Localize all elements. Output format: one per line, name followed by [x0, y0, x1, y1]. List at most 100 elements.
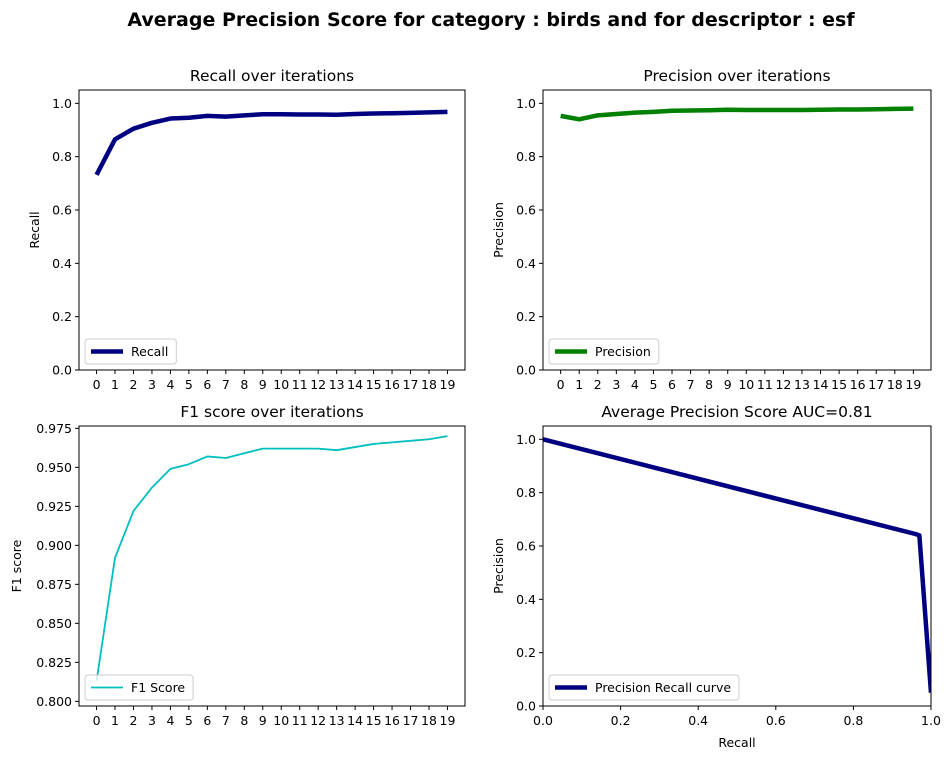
x-tick-label: 15: [831, 377, 847, 392]
panel-precision: 0 1 2 3 4 5 6 7 8 9 10 11 12 13 14 15 16 17 18 190.00.20.40…: [491, 67, 932, 392]
x-tick-label: 4: [631, 377, 639, 392]
legend-f1: F1 Score: [84, 674, 194, 701]
y-tick-label: 0.825: [36, 655, 72, 670]
y-tick-label: 0.875: [36, 577, 72, 592]
y-axis-label-precision: Precision: [491, 202, 506, 258]
x-axis-label-pr: Recall: [718, 735, 755, 750]
y-tick-label: 0.0: [516, 699, 536, 714]
series-line-pr: [543, 437, 931, 693]
x-tick-label: 18: [421, 377, 437, 392]
x-tick-label: 16: [850, 377, 866, 392]
legend-box: [548, 338, 660, 365]
x-tick-label: 0.0: [533, 713, 553, 728]
series-line-precision: [560, 106, 914, 122]
x-tick-label: 15: [366, 713, 382, 728]
legend-label: Recall: [131, 344, 168, 359]
x-tick-label: 14: [813, 377, 829, 392]
x-tick-label: 9: [724, 377, 732, 392]
x-tick-label: 3: [148, 377, 156, 392]
panel-recall: 0 1 2 3 4 5 6 7 8 9 10 11 12 13 14 15 16 17 18 190.00.20.40…: [27, 67, 466, 392]
y-axis-label-f1: F1 score: [9, 539, 24, 592]
x-tick-label: 17: [403, 713, 419, 728]
x-tick-label: 5: [649, 377, 657, 392]
panel-f1: 0 1 2 3 4 5 6 7 8 9 10 11 12 13 14 15 16 17 18 190.8000.825…: [9, 403, 466, 728]
y-tick-label: 1.0: [52, 96, 72, 111]
axes-frame-precision: [542, 89, 932, 371]
x-tick-label: 4: [166, 713, 174, 728]
x-tick-label: 13: [329, 713, 345, 728]
series-line-f1: [95, 435, 448, 682]
y-tick-label: 0.8: [516, 149, 536, 164]
x-tick-label: 15: [366, 377, 382, 392]
y-tick-label: 0.850: [36, 616, 72, 631]
legend-label: Precision: [595, 344, 651, 359]
legend-box: [84, 338, 177, 365]
x-tick-label: 17: [868, 377, 884, 392]
figure-suptitle: Average Precision Score for category : b…: [127, 9, 855, 31]
legend-pr: Precision Recall curve: [548, 674, 740, 701]
x-tick-label: 0.6: [766, 713, 786, 728]
y-tick-label: 0.4: [52, 256, 72, 271]
x-tick-label: 0.2: [611, 713, 631, 728]
x-tick-label: 9: [259, 377, 267, 392]
x-tick-label: 1: [575, 377, 583, 392]
y-tick-label: 0.4: [516, 592, 536, 607]
legend-recall: Recall: [84, 338, 177, 365]
x-tick-label: 3: [148, 713, 156, 728]
y-tick-label: 0.800: [36, 694, 72, 709]
legend-box: [84, 674, 194, 701]
y-tick-label: 0.4: [516, 256, 536, 271]
x-tick-label: 1: [111, 713, 119, 728]
x-tick-label: 8: [240, 713, 248, 728]
x-tick-label: 5: [185, 713, 193, 728]
axes-frame-f1: [78, 425, 466, 707]
x-tick-label: 6: [203, 713, 211, 728]
x-tick-label: 0: [93, 713, 101, 728]
x-tick-label: 11: [292, 713, 308, 728]
y-tick-label: 0.925: [36, 499, 72, 514]
x-tick-label: 16: [384, 713, 400, 728]
x-tick-label: 5: [185, 377, 193, 392]
y-tick-label: 0.2: [52, 309, 72, 324]
x-tick-label: 0.8: [843, 713, 863, 728]
x-tick-label: 19: [905, 377, 921, 392]
y-tick-label: 0.6: [52, 203, 72, 218]
panel-title-recall: Recall over iterations: [190, 67, 354, 85]
y-tick-label: 0.6: [516, 203, 536, 218]
x-tick-label: 0: [557, 377, 565, 392]
x-tick-label: 10: [273, 713, 289, 728]
x-tick-label: 10: [738, 377, 754, 392]
x-tick-label: 10: [273, 377, 289, 392]
x-tick-label: 1: [111, 377, 119, 392]
x-tick-label: 13: [794, 377, 810, 392]
x-tick-label: 4: [166, 377, 174, 392]
x-tick-label: 0.4: [688, 713, 708, 728]
x-tick-label: 8: [705, 377, 713, 392]
panel-title-precision: Precision over iterations: [643, 67, 830, 85]
panel-pr: 0.0 0.2 0.4 0.6 0.8 1.0 0.0 0.2 0.4 0.6 0.8 1.0 Aver…: [491, 403, 941, 750]
x-tick-label: 11: [292, 377, 308, 392]
x-tick-label: 12: [775, 377, 791, 392]
y-tick-label: 0.0: [52, 363, 72, 378]
legend-precision: Precision: [548, 338, 660, 365]
series-line-recall: [94, 109, 448, 176]
axes-frame-recall: [78, 89, 466, 371]
y-tick-label: 0.950: [36, 460, 72, 475]
y-tick-label: 0.0: [516, 363, 536, 378]
x-tick-label: 2: [594, 377, 602, 392]
y-tick-label: 0.6: [516, 539, 536, 554]
y-tick-label: 1.0: [516, 432, 536, 447]
x-tick-label: 19: [440, 713, 456, 728]
x-tick-label: 0: [93, 377, 101, 392]
y-tick-label: 0.8: [516, 485, 536, 500]
x-tick-label: 2: [130, 377, 138, 392]
x-tick-label: 7: [222, 713, 230, 728]
x-tick-label: 12: [310, 377, 326, 392]
y-tick-label: 0.8: [52, 149, 72, 164]
legend-label: F1 Score: [131, 680, 185, 695]
x-tick-label: 9: [259, 713, 267, 728]
x-tick-label: 14: [347, 377, 363, 392]
x-tick-label: 12: [310, 713, 326, 728]
panels: 0 1 2 3 4 5 6 7 8 9 10 11 12 13 14 15 16 17 18 190.00.20.40…: [9, 67, 941, 750]
